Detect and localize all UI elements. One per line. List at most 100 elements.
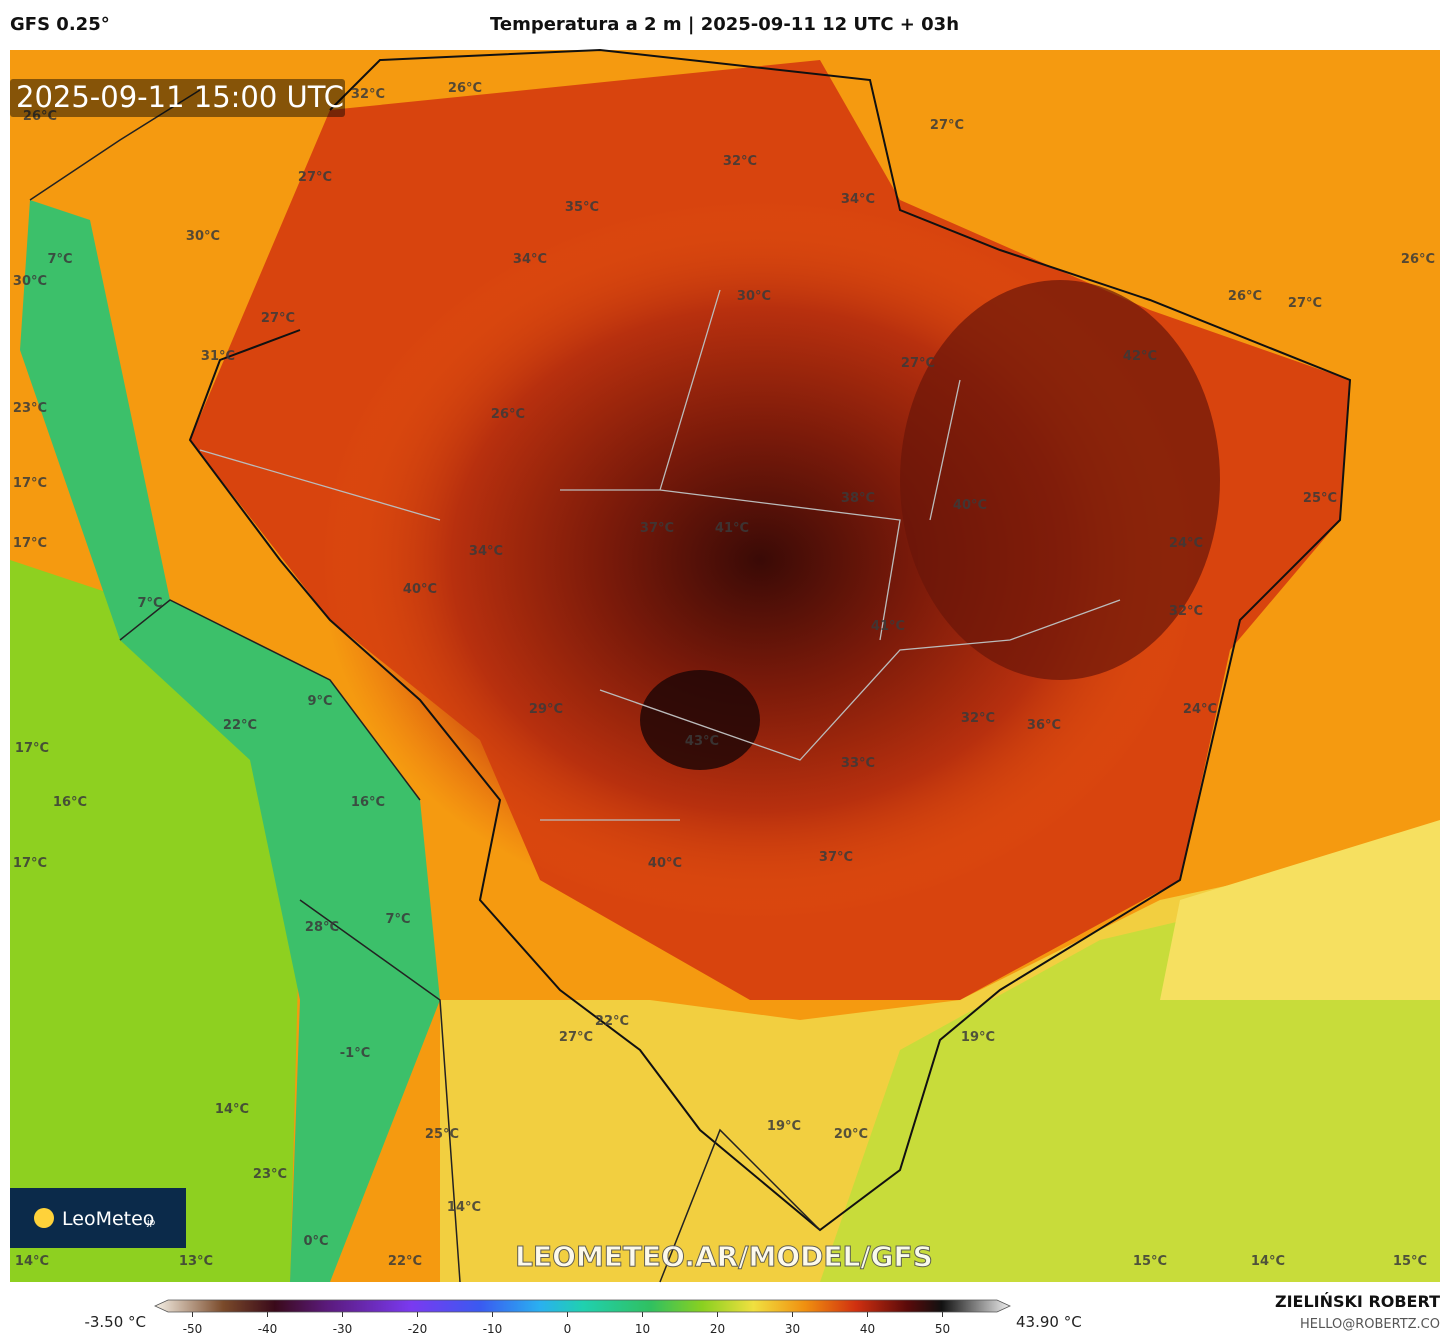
credit-author: ZIELIŃSKI ROBERT xyxy=(1275,1292,1440,1311)
temperature-label: 31°C xyxy=(201,349,235,364)
colorbar-max: 43.90 °C xyxy=(1016,1313,1082,1331)
pacific-ocean xyxy=(10,560,300,1282)
heat-core xyxy=(640,670,760,770)
temperature-label: 33°C xyxy=(841,756,875,771)
watermark: LEOMETEO.AR/MODEL/GFS xyxy=(515,1240,933,1273)
colorbar-tick-label: 0 xyxy=(564,1322,572,1336)
logo-sun xyxy=(34,1208,54,1228)
temperature-label: 7°C xyxy=(137,596,162,611)
country-border xyxy=(29,89,821,1283)
colorbar xyxy=(154,1299,1011,1313)
temperature-label: 32°C xyxy=(1169,604,1203,619)
logo-suffix: jp xyxy=(146,1218,156,1228)
temperature-label: 27°C xyxy=(298,170,332,185)
state-border xyxy=(199,289,1121,821)
temperature-label: 34°C xyxy=(513,252,547,267)
temperature-label: 24°C xyxy=(1169,536,1203,551)
temperature-label: 0°C xyxy=(303,1234,328,1249)
temperature-label: 16°C xyxy=(53,795,87,810)
colorbar-tick-label: -40 xyxy=(258,1322,278,1336)
heat-core xyxy=(900,280,1220,680)
temperature-label: 16°C xyxy=(351,795,385,810)
temperature-label: 22°C xyxy=(595,1014,629,1029)
colorbar-tick-label: -20 xyxy=(408,1322,428,1336)
coastal-zone xyxy=(1160,820,1440,1000)
temperature-label: 14°C xyxy=(215,1102,249,1117)
colorbar-tick-label: -50 xyxy=(183,1322,203,1336)
temperature-label: 30°C xyxy=(186,229,220,244)
temperature-label: 36°C xyxy=(1027,718,1061,733)
credit-email: HELLO@ROBERTZ.CO xyxy=(1300,1317,1440,1332)
temperature-label: 32°C xyxy=(723,154,757,169)
colorbar-tick-label: 10 xyxy=(635,1322,650,1336)
temperature-label: 28°C xyxy=(305,920,339,935)
temperature-label: 17°C xyxy=(15,741,49,756)
temperature-label: 13°C xyxy=(179,1254,213,1269)
colorbar-tick-label: -30 xyxy=(333,1322,353,1336)
temperature-label: 38°C xyxy=(841,491,875,506)
temperature-label: 20°C xyxy=(834,1127,868,1142)
temperature-label: 26°C xyxy=(1228,289,1262,304)
country-border xyxy=(188,48,1352,1232)
temperature-label: 40°C xyxy=(648,856,682,871)
colorbar-tick-label: 40 xyxy=(860,1322,875,1336)
colorbar-tick-label: 30 xyxy=(785,1322,800,1336)
temperature-label: 27°C xyxy=(930,118,964,133)
temperature-label: 25°C xyxy=(425,1127,459,1142)
colorbar-tick-label: -10 xyxy=(483,1322,503,1336)
temperature-label: 15°C xyxy=(1133,1254,1167,1269)
temperature-label: 27°C xyxy=(901,356,935,371)
temperature-label: 23°C xyxy=(13,401,47,416)
temperature-label: 37°C xyxy=(640,521,674,536)
temperature-label: 15°C xyxy=(1393,1254,1427,1269)
temperature-label: 43°C xyxy=(685,734,719,749)
temperature-label: 25°C xyxy=(1303,491,1337,506)
temperature-label: 14°C xyxy=(1251,1254,1285,1269)
temperature-label: 34°C xyxy=(469,544,503,559)
colorbar-tick-label: 20 xyxy=(710,1322,725,1336)
temperature-label: 27°C xyxy=(261,311,295,326)
temperature-label: 32°C xyxy=(351,87,385,102)
temperature-label: 14°C xyxy=(447,1200,481,1215)
temperature-label: 17°C xyxy=(13,476,47,491)
temperature-label: 23°C xyxy=(253,1167,287,1182)
colorbar-min: -3.50 °C xyxy=(84,1313,146,1331)
temperature-label: 34°C xyxy=(841,192,875,207)
temperature-label: 30°C xyxy=(13,274,47,289)
temperature-label: 35°C xyxy=(565,200,599,215)
temperature-label: 26°C xyxy=(1401,252,1435,267)
temperature-label: 40°C xyxy=(953,498,987,513)
temperature-label: 40°C xyxy=(403,582,437,597)
temperature-label: 37°C xyxy=(819,850,853,865)
temperature-label: 42°C xyxy=(1123,349,1157,364)
temperature-label: 9°C xyxy=(307,694,332,709)
temperature-label: 26°C xyxy=(491,407,525,422)
temperature-label: 26°C xyxy=(23,109,57,124)
timestamp-box xyxy=(10,79,345,117)
temperature-label: 17°C xyxy=(13,856,47,871)
model-name: GFS 0.25° xyxy=(10,14,110,35)
temperature-label: 19°C xyxy=(767,1119,801,1134)
temperature-label: -1°C xyxy=(340,1046,370,1061)
temperature-label: 14°C xyxy=(15,1254,49,1269)
temperature-label: 24°C xyxy=(1183,702,1217,717)
map-title: Temperatura a 2 m | 2025-09-11 12 UTC + … xyxy=(489,14,960,35)
temperature-label: 41°C xyxy=(715,521,749,536)
temperature-label: 29°C xyxy=(529,702,563,717)
temperature-label: 19°C xyxy=(961,1030,995,1045)
temperature-label: 7°C xyxy=(47,252,72,267)
colorbar-tick-label: 50 xyxy=(935,1322,950,1336)
temperature-label: 41°C xyxy=(871,619,905,634)
temperature-label: 32°C xyxy=(961,711,995,726)
temperature-label: 27°C xyxy=(1288,296,1322,311)
timestamp: 2025-09-11 15:00 UTC xyxy=(16,80,344,114)
andes xyxy=(20,200,440,1282)
temperature-label: 26°C xyxy=(448,81,482,96)
logo-name: LeoMeteo xyxy=(62,1208,154,1230)
temperature-label: 22°C xyxy=(223,718,257,733)
temperature-label: 27°C xyxy=(559,1030,593,1045)
temperature-label: 30°C xyxy=(737,289,771,304)
temperature-label: 22°C xyxy=(388,1254,422,1269)
